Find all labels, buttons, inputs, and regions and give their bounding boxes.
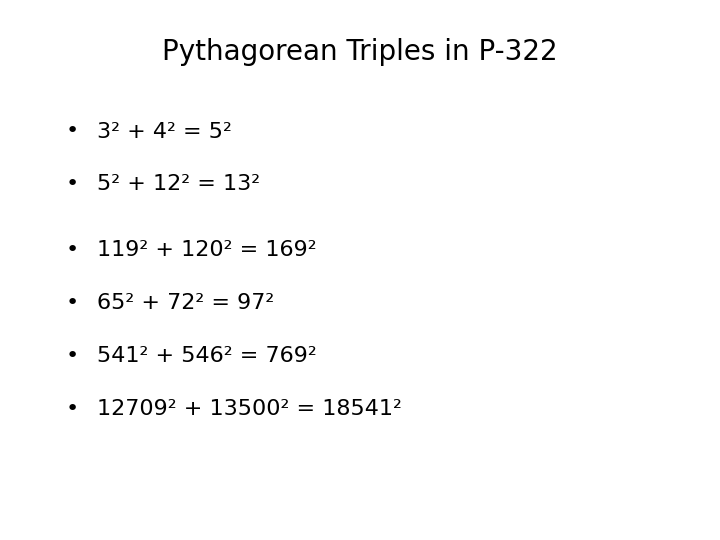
Text: •: • [66,293,78,313]
Text: 65² + 72² = 97²: 65² + 72² = 97² [97,293,274,313]
Text: •: • [66,174,78,194]
Text: •: • [66,240,78,260]
Text: •: • [66,399,78,419]
Text: 12709² + 13500² = 18541²: 12709² + 13500² = 18541² [97,399,402,419]
Text: 119² + 120² = 169²: 119² + 120² = 169² [97,240,317,260]
Text: •: • [66,346,78,366]
Text: •: • [66,122,78,141]
Text: 5² + 12² = 13²: 5² + 12² = 13² [97,174,261,194]
Text: 3² + 4² = 5²: 3² + 4² = 5² [97,122,232,141]
Text: 541² + 546² = 769²: 541² + 546² = 769² [97,346,317,366]
Text: Pythagorean Triples in P-322: Pythagorean Triples in P-322 [162,38,558,66]
